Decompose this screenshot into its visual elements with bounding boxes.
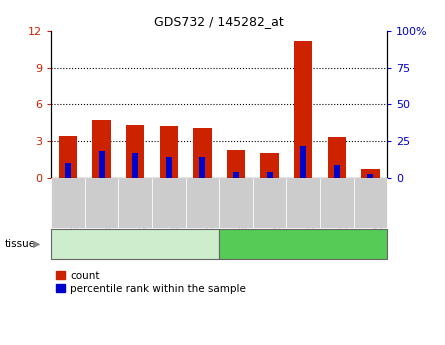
Bar: [300, 146, 306, 178]
Bar: [132, 153, 138, 178]
Text: whole organism: whole organism: [262, 239, 345, 249]
Text: GSM29181: GSM29181: [337, 183, 346, 232]
Text: GSM29178: GSM29178: [236, 183, 245, 232]
Bar: [334, 166, 340, 178]
Bar: [227, 150, 245, 178]
Text: ▶: ▶: [33, 239, 41, 249]
Title: GDS732 / 145282_at: GDS732 / 145282_at: [154, 16, 284, 29]
Bar: [199, 157, 206, 178]
Text: GSM29173: GSM29173: [68, 183, 77, 232]
Bar: [59, 136, 77, 178]
Bar: [367, 174, 373, 178]
Bar: [92, 120, 111, 178]
Text: GSM29180: GSM29180: [303, 183, 312, 232]
Text: Malpighian tubule: Malpighian tubule: [88, 239, 182, 249]
Bar: [260, 153, 279, 178]
Text: GSM29174: GSM29174: [101, 183, 110, 232]
Bar: [328, 137, 346, 178]
Bar: [267, 171, 273, 178]
Text: GSM29177: GSM29177: [202, 183, 211, 232]
Text: GSM29175: GSM29175: [135, 183, 144, 232]
Bar: [233, 171, 239, 178]
Bar: [193, 128, 212, 178]
Text: GSM29182: GSM29182: [370, 183, 379, 232]
Text: GSM29179: GSM29179: [270, 183, 279, 232]
Bar: [361, 169, 380, 178]
Bar: [166, 157, 172, 178]
Bar: [65, 163, 71, 178]
Text: tissue: tissue: [4, 239, 36, 249]
Text: GSM29176: GSM29176: [169, 183, 178, 232]
Bar: [294, 41, 312, 178]
Legend: count, percentile rank within the sample: count, percentile rank within the sample: [57, 271, 246, 294]
Bar: [159, 126, 178, 178]
Bar: [98, 151, 105, 178]
Bar: [126, 125, 145, 178]
